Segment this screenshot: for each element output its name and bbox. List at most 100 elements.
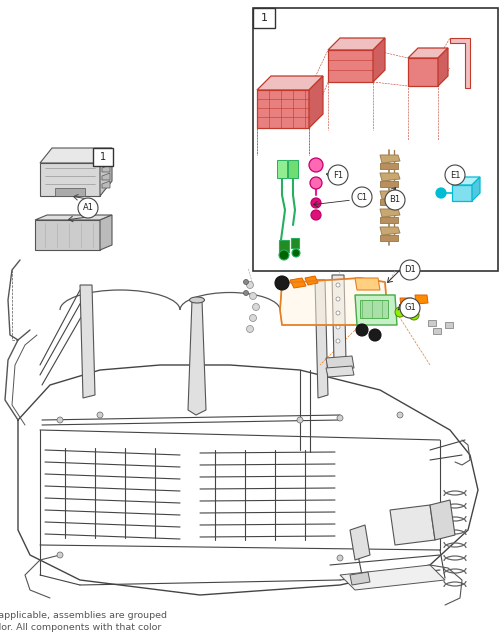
Polygon shape (305, 276, 318, 285)
Polygon shape (360, 300, 388, 318)
Polygon shape (35, 220, 100, 250)
Circle shape (369, 329, 381, 341)
Circle shape (336, 283, 340, 287)
Polygon shape (415, 295, 428, 304)
Circle shape (250, 292, 256, 299)
Polygon shape (326, 356, 354, 370)
Circle shape (328, 165, 348, 185)
Polygon shape (102, 173, 110, 180)
Bar (253, 8, 498, 271)
Polygon shape (400, 298, 413, 307)
Polygon shape (380, 181, 398, 187)
Circle shape (279, 250, 289, 260)
Polygon shape (373, 38, 385, 82)
Polygon shape (40, 148, 112, 163)
Text: A1: A1 (82, 203, 94, 213)
Polygon shape (55, 188, 85, 196)
Polygon shape (380, 173, 400, 181)
Polygon shape (290, 278, 306, 288)
Circle shape (244, 280, 248, 284)
Polygon shape (288, 160, 298, 178)
Polygon shape (390, 505, 435, 545)
Circle shape (336, 339, 340, 343)
Polygon shape (102, 165, 110, 172)
Polygon shape (380, 191, 400, 199)
Polygon shape (291, 238, 299, 248)
Text: G1: G1 (404, 303, 416, 313)
Circle shape (292, 249, 300, 257)
Ellipse shape (190, 297, 204, 303)
Circle shape (336, 311, 340, 315)
Polygon shape (277, 160, 287, 178)
Text: C1: C1 (356, 192, 368, 201)
FancyBboxPatch shape (253, 8, 275, 28)
Polygon shape (332, 275, 346, 362)
Polygon shape (380, 155, 400, 163)
Circle shape (310, 177, 322, 189)
Circle shape (385, 190, 405, 210)
Polygon shape (340, 565, 445, 590)
Polygon shape (380, 199, 398, 205)
Circle shape (352, 187, 372, 207)
Polygon shape (315, 280, 328, 398)
Circle shape (445, 165, 465, 185)
Circle shape (297, 417, 303, 423)
Circle shape (57, 417, 63, 423)
Polygon shape (350, 525, 370, 560)
Polygon shape (380, 209, 400, 217)
Polygon shape (438, 48, 448, 86)
Text: F1: F1 (333, 170, 343, 180)
Polygon shape (380, 217, 398, 223)
Polygon shape (380, 163, 398, 169)
Polygon shape (309, 76, 323, 128)
Polygon shape (408, 48, 448, 58)
Polygon shape (328, 50, 373, 82)
Circle shape (311, 210, 321, 220)
Circle shape (309, 158, 323, 172)
Polygon shape (279, 240, 289, 252)
Circle shape (246, 325, 254, 332)
Polygon shape (326, 366, 354, 377)
Polygon shape (433, 328, 441, 334)
Polygon shape (328, 38, 385, 50)
Circle shape (250, 315, 256, 322)
Text: D1: D1 (404, 265, 416, 275)
Polygon shape (450, 38, 470, 88)
Polygon shape (257, 76, 323, 90)
Circle shape (397, 412, 403, 418)
Circle shape (275, 276, 289, 290)
Polygon shape (188, 300, 206, 415)
Circle shape (244, 291, 248, 296)
Polygon shape (380, 235, 398, 241)
Circle shape (78, 198, 98, 218)
Polygon shape (350, 572, 370, 585)
Circle shape (336, 297, 340, 301)
Circle shape (57, 552, 63, 558)
Circle shape (400, 260, 420, 280)
Circle shape (337, 415, 343, 421)
Polygon shape (380, 227, 400, 235)
Polygon shape (355, 295, 397, 325)
Text: When applicable, assemblies are grouped
by color. All components with that color: When applicable, assemblies are grouped … (0, 611, 167, 633)
Polygon shape (40, 163, 100, 196)
Polygon shape (80, 285, 95, 398)
Polygon shape (100, 215, 112, 250)
Polygon shape (430, 500, 455, 540)
Circle shape (252, 303, 260, 311)
Polygon shape (452, 177, 480, 185)
Circle shape (395, 307, 405, 317)
Polygon shape (257, 90, 309, 128)
Polygon shape (428, 320, 436, 326)
Polygon shape (355, 278, 380, 290)
Circle shape (311, 198, 321, 208)
Circle shape (336, 325, 340, 329)
Polygon shape (35, 215, 112, 220)
Polygon shape (452, 185, 472, 201)
Text: 1: 1 (100, 152, 106, 162)
Polygon shape (472, 177, 480, 201)
Polygon shape (102, 181, 110, 188)
Circle shape (356, 324, 368, 336)
Text: B1: B1 (390, 196, 400, 204)
Circle shape (97, 412, 103, 418)
Text: 1: 1 (260, 13, 268, 23)
